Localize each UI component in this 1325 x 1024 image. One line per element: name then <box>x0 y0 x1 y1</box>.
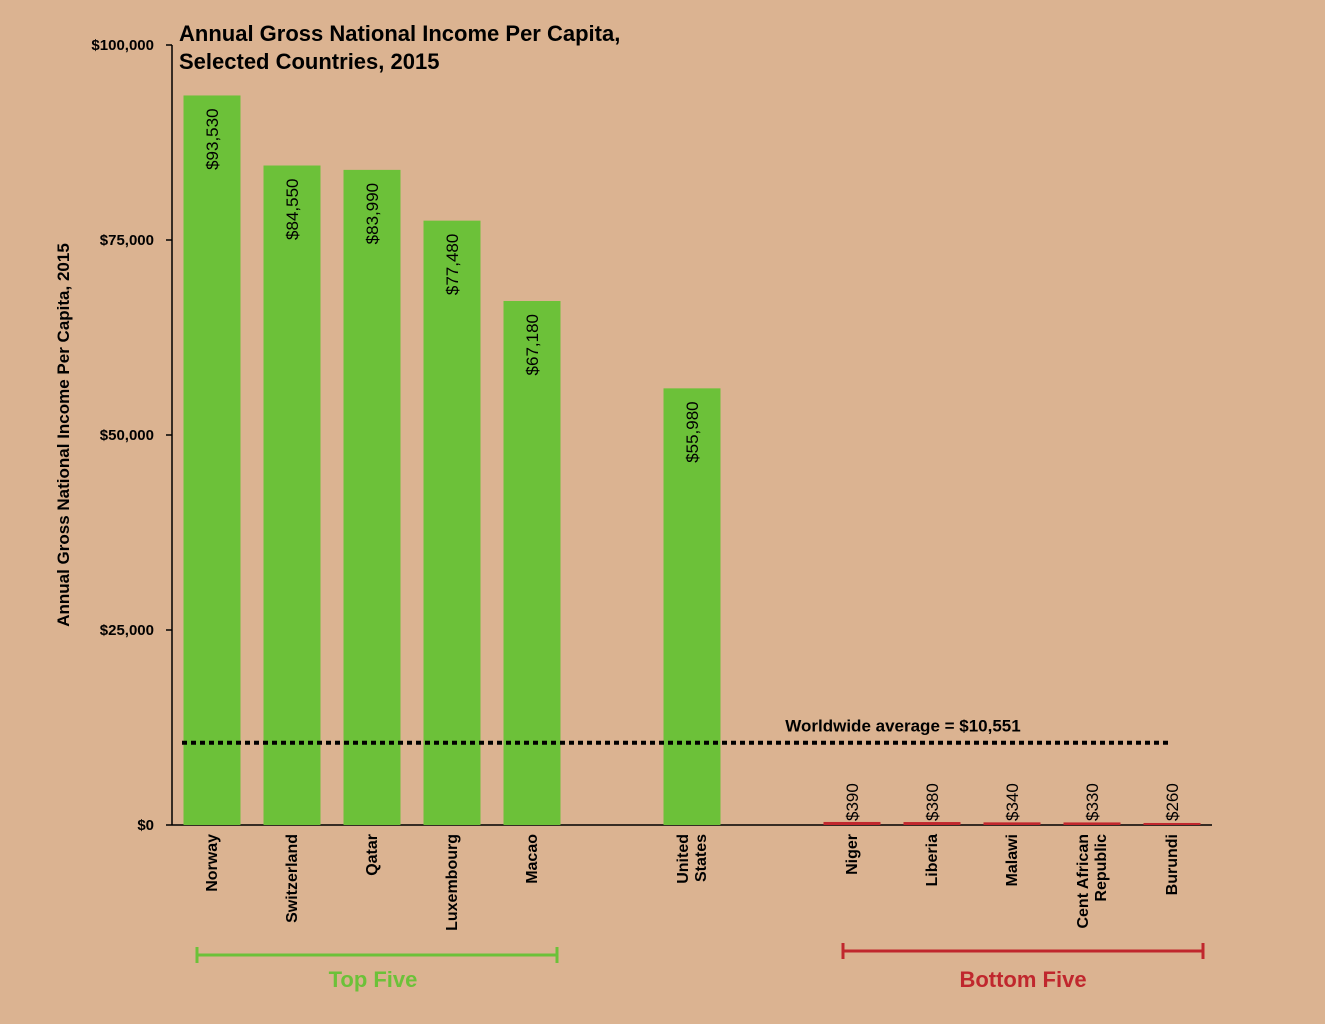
group-label: Top Five <box>329 967 418 992</box>
x-category-label: Niger <box>844 834 861 875</box>
y-tick-label: $75,000 <box>100 232 154 249</box>
group-label: Bottom Five <box>959 967 1086 992</box>
y-tick-label: $0 <box>137 817 154 834</box>
bar <box>1143 822 1201 825</box>
x-category-label: Norway <box>204 834 221 892</box>
bar <box>1063 822 1121 825</box>
x-category-label: Burundi <box>1164 834 1181 895</box>
x-category-label: Qatar <box>364 834 381 876</box>
bar <box>263 165 321 825</box>
x-category-label: Switzerland <box>284 834 301 923</box>
bar-value-label: $55,980 <box>683 401 702 462</box>
bar-value-label: $93,530 <box>203 108 222 169</box>
bar-value-label: $390 <box>843 783 862 821</box>
bar-value-label: $83,990 <box>363 183 382 244</box>
x-category-label: Macao <box>524 834 541 884</box>
x-category-label: Luxembourg <box>444 834 461 931</box>
bar-value-label: $84,550 <box>283 179 302 240</box>
y-axis-label: Annual Gross National Income Per Capita,… <box>54 243 73 627</box>
x-category-label: States <box>693 834 710 882</box>
bar-value-label: $380 <box>923 783 942 821</box>
y-tick-label: $25,000 <box>100 622 154 639</box>
x-category-label: United <box>675 834 692 884</box>
bar <box>663 388 721 825</box>
bar <box>343 169 401 826</box>
y-tick-label: $50,000 <box>100 427 154 444</box>
bar <box>983 822 1041 825</box>
chart-title-line: Annual Gross National Income Per Capita, <box>179 21 620 46</box>
bar-value-label: $260 <box>1163 783 1182 821</box>
bar <box>903 822 961 825</box>
x-category-label: Republic <box>1093 834 1110 902</box>
bar <box>823 821 881 825</box>
bar <box>423 220 481 825</box>
bar-value-label: $330 <box>1083 783 1102 821</box>
bar-value-label: $77,480 <box>443 234 462 295</box>
bar-value-label: $67,180 <box>523 314 542 375</box>
x-category-label: Cent African <box>1075 834 1092 929</box>
chart-title-line: Selected Countries, 2015 <box>179 49 439 74</box>
bar-value-label: $340 <box>1003 783 1022 821</box>
bar <box>183 95 241 825</box>
worldwide-average-label: Worldwide average = $10,551 <box>785 717 1020 736</box>
bar <box>503 300 561 826</box>
y-tick-label: $100,000 <box>91 37 154 54</box>
x-category-label: Malawi <box>1004 834 1021 886</box>
x-category-label: Liberia <box>924 834 941 887</box>
